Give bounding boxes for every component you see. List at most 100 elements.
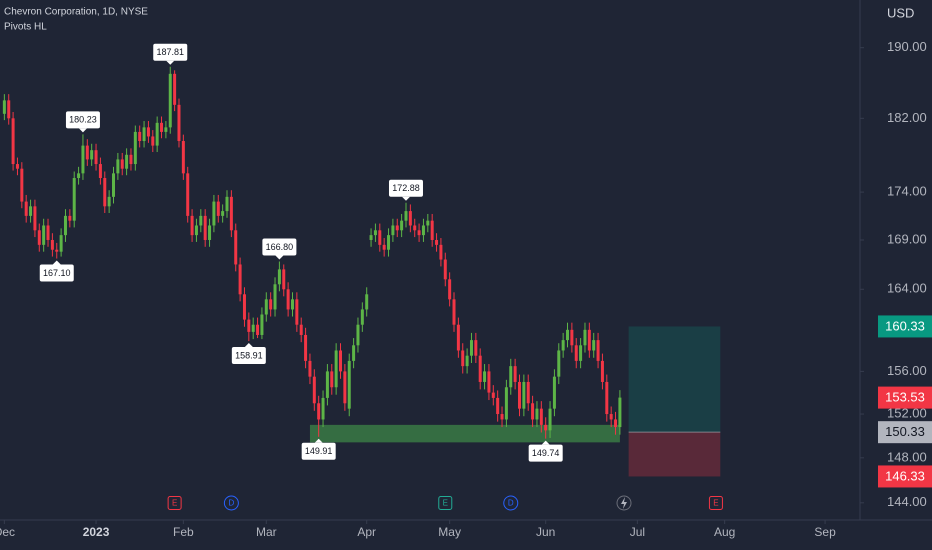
candle-body xyxy=(203,215,207,240)
event-marker[interactable]: E xyxy=(708,496,723,510)
candle-body xyxy=(116,159,120,174)
candle-body xyxy=(500,414,504,420)
candle-body xyxy=(391,225,395,236)
candle-body xyxy=(356,324,360,346)
x-tick-label: May xyxy=(438,525,461,539)
x-tick-label: Sep xyxy=(814,525,836,539)
candle-body xyxy=(129,154,133,165)
candle-body xyxy=(382,244,386,250)
candle-body xyxy=(413,225,417,231)
candle-body xyxy=(11,118,15,165)
event-icon xyxy=(708,496,723,510)
y-tick-label: 169.00 xyxy=(887,231,927,246)
candle-body xyxy=(308,360,312,377)
candle-body xyxy=(574,345,578,361)
event-icon xyxy=(223,495,239,511)
candle-body xyxy=(107,196,111,207)
candle-body xyxy=(229,196,233,231)
candle-body xyxy=(234,230,238,265)
event-label: E xyxy=(443,499,448,508)
candle-body xyxy=(94,150,98,165)
pivot-pointer xyxy=(52,260,61,265)
candle-body xyxy=(496,397,500,415)
candle-body xyxy=(155,122,159,146)
candle-body xyxy=(343,371,347,404)
split-icon[interactable] xyxy=(616,495,632,511)
candle-body xyxy=(90,150,94,160)
indicator-name: Pivots HL xyxy=(4,22,47,33)
x-tick-label: Mar xyxy=(256,525,277,539)
pivot-pointer xyxy=(541,440,550,445)
pivot-box xyxy=(231,347,266,365)
pivot-label: 187.81 xyxy=(153,43,188,65)
candle-body xyxy=(103,178,107,207)
candle-body xyxy=(417,230,421,236)
candle-body xyxy=(295,299,299,325)
event-label: D xyxy=(508,499,514,508)
candle-body xyxy=(50,239,54,250)
candle-body xyxy=(539,408,543,425)
y-tick-label: 144.00 xyxy=(887,494,927,509)
candle-body xyxy=(186,173,190,216)
pivot-pointer xyxy=(401,196,410,201)
event-label: E xyxy=(713,499,718,508)
candle-body xyxy=(85,145,89,160)
x-tick-label: Dec xyxy=(0,525,15,539)
pivot-label: 149.74 xyxy=(528,440,563,462)
candle-body xyxy=(238,264,242,295)
pivot-text: 166.80 xyxy=(266,242,294,252)
candle-body xyxy=(504,387,508,420)
pivot-label: 172.88 xyxy=(388,179,423,201)
candle-body xyxy=(181,141,185,174)
candle-body xyxy=(55,249,59,252)
candle-body xyxy=(339,350,343,372)
candle-body xyxy=(531,403,535,420)
event-marker[interactable]: E xyxy=(438,496,453,510)
candle-body xyxy=(526,381,530,404)
candle-body xyxy=(596,340,600,361)
price-label: 146.33 xyxy=(885,468,925,483)
candle-body xyxy=(269,299,273,310)
candle-body xyxy=(387,235,391,250)
candle-body xyxy=(408,211,412,226)
y-tick-label: 190.00 xyxy=(887,39,927,54)
price-label-box xyxy=(878,386,932,409)
candle-body xyxy=(334,350,338,388)
candle-body xyxy=(68,215,72,221)
event-marker[interactable]: D xyxy=(503,495,519,511)
event-marker[interactable]: E xyxy=(167,496,182,510)
candle-body xyxy=(72,178,76,221)
candle-body xyxy=(452,299,456,325)
candle-body xyxy=(522,381,526,409)
candle-body xyxy=(491,392,495,398)
candle-body xyxy=(37,230,41,245)
candle-body xyxy=(474,340,478,356)
candle-body xyxy=(369,235,373,240)
candle-body xyxy=(177,104,181,142)
candle-body xyxy=(395,225,399,231)
candle-body xyxy=(247,319,251,332)
pivot-text: 172.88 xyxy=(392,183,420,193)
price-label-box xyxy=(878,315,932,338)
candle-body xyxy=(513,366,517,382)
pivot-label: 180.23 xyxy=(65,111,100,133)
pivot-box xyxy=(153,43,188,61)
candle-body xyxy=(120,159,124,169)
candle-body xyxy=(33,206,37,231)
candle-body xyxy=(260,314,264,335)
candle-body xyxy=(164,127,168,132)
candle-body xyxy=(548,408,552,431)
stop-zone xyxy=(628,432,721,477)
event-marker[interactable]: D xyxy=(223,495,239,511)
candle-body xyxy=(173,73,177,105)
candle-body xyxy=(557,350,561,377)
candle-body xyxy=(277,269,281,285)
y-tick-label: 164.00 xyxy=(887,281,927,296)
candle-body xyxy=(225,196,229,212)
x-tick-label: Jun xyxy=(536,525,555,539)
candle-body xyxy=(24,201,28,216)
candle-body xyxy=(321,397,325,420)
candle-body xyxy=(561,340,565,351)
price-label: 150.33 xyxy=(885,424,925,439)
